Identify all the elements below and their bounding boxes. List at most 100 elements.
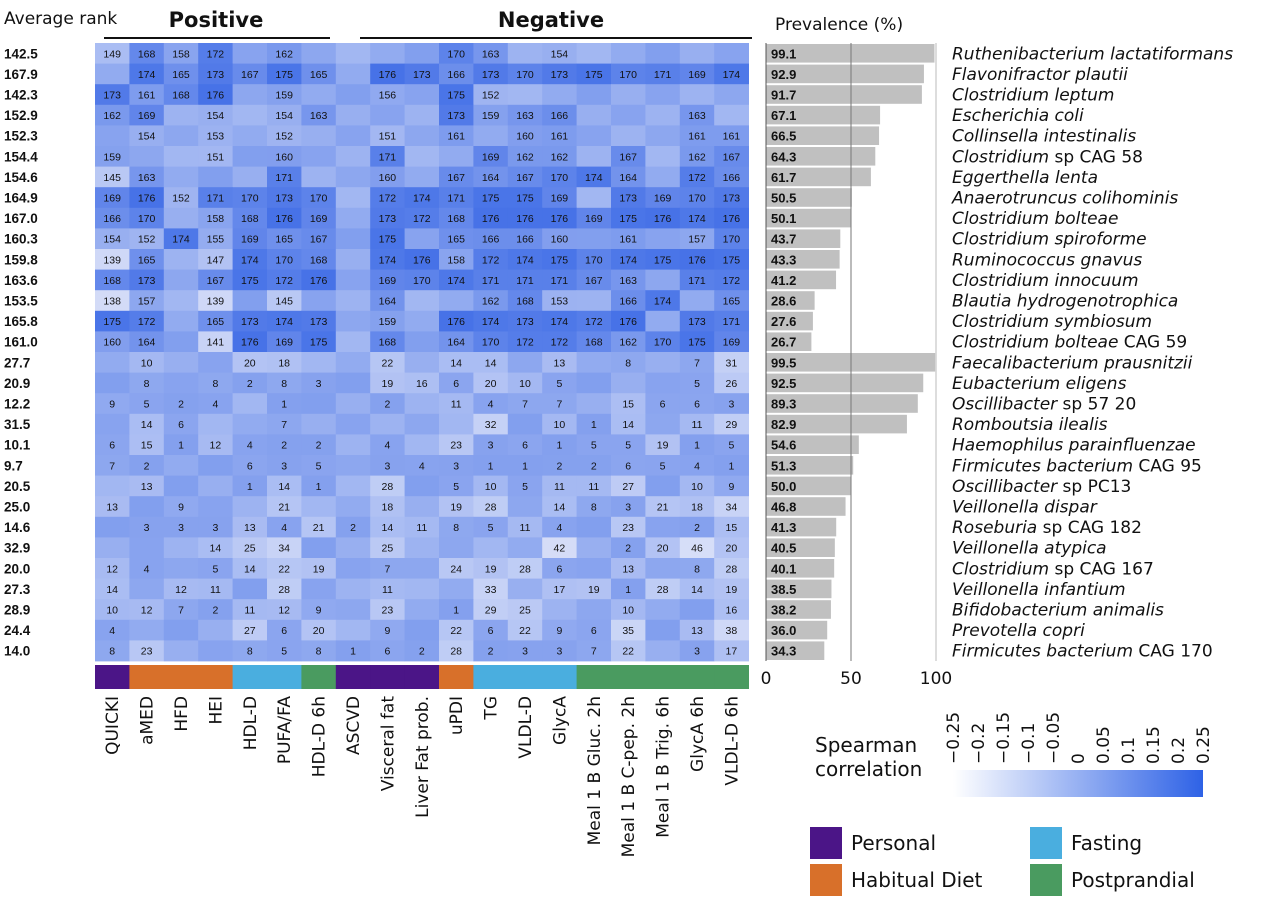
heatmap-cell-value: 168 xyxy=(310,254,328,266)
heatmap-cell-value: 28 xyxy=(726,563,738,575)
heatmap-cell-value: 168 xyxy=(103,275,121,287)
heatmap-cell xyxy=(404,413,440,435)
heatmap-cell xyxy=(679,352,715,373)
heatmap-cell xyxy=(679,640,715,662)
heatmap-cell-value: 152 xyxy=(138,234,156,246)
heatmap-cell-value: 19 xyxy=(485,563,497,575)
heatmap-cell-value: 173 xyxy=(619,193,637,205)
heatmap-cell xyxy=(301,104,337,126)
heatmap-cell-value: 168 xyxy=(241,213,259,225)
colorbar-tick-label: 0.2 xyxy=(1169,737,1189,764)
prevalence-bar xyxy=(766,44,935,63)
colorbar-tick-label: 0.25 xyxy=(1194,726,1214,764)
heatmap-cell xyxy=(267,43,302,64)
heatmap-cell-value: 170 xyxy=(241,193,259,205)
heatmap-cell xyxy=(507,455,543,476)
heatmap-cell xyxy=(714,475,749,497)
heatmap-cell xyxy=(95,331,130,353)
heatmap-cell xyxy=(301,125,337,147)
heatmap-cell xyxy=(198,166,233,188)
heatmap-cell xyxy=(645,496,681,518)
species-label: Prevotella copri xyxy=(952,621,1085,641)
heatmap-cell xyxy=(163,352,199,373)
heatmap-cell xyxy=(267,372,302,394)
average-rank-value: 28.9 xyxy=(4,603,30,618)
heatmap-cell-value: 175 xyxy=(585,69,603,81)
heatmap-cell xyxy=(714,125,749,147)
heatmap-cell xyxy=(645,146,681,167)
heatmap-cell xyxy=(714,496,749,518)
heatmap-cell xyxy=(611,372,646,394)
heatmap-cell xyxy=(370,455,405,476)
heatmap-cell-value: 3 xyxy=(212,522,218,534)
heatmap-cell-value: 14 xyxy=(106,584,118,596)
heatmap-cell xyxy=(301,578,337,600)
heatmap-cell-value: 4 xyxy=(247,440,253,452)
average-rank-value: 9.7 xyxy=(4,458,23,473)
heatmap-cell-value: 1 xyxy=(488,460,494,472)
prevalence-value: 43.3 xyxy=(771,252,796,267)
heatmap-cell xyxy=(473,578,509,600)
heatmap-cell xyxy=(507,269,543,291)
heatmap-cell-value: 9 xyxy=(728,481,734,493)
prevalence-tick-label: 50 xyxy=(840,669,862,689)
heatmap-cell xyxy=(439,104,474,126)
heatmap-cell xyxy=(714,352,749,373)
heatmap-cell-value: 14 xyxy=(485,357,497,369)
heatmap-cell xyxy=(714,310,749,332)
heatmap-cell xyxy=(507,393,543,415)
heatmap-cell xyxy=(301,558,337,579)
heatmap-cell xyxy=(335,558,371,579)
heatmap-cell-value: 12 xyxy=(106,563,118,575)
heatmap-cell xyxy=(95,372,130,394)
heatmap-cell-value: 2 xyxy=(316,440,322,452)
heatmap-cell xyxy=(473,269,509,291)
heatmap-cell xyxy=(611,393,646,415)
heatmap-cell xyxy=(267,146,302,167)
heatmap-cell-value: 173 xyxy=(551,69,569,81)
heatmap-cell xyxy=(611,475,646,497)
average-rank-value: 142.3 xyxy=(4,88,38,103)
heatmap-cell xyxy=(267,537,302,559)
prevalence-value: 38.5 xyxy=(771,582,796,597)
heatmap-cell xyxy=(645,207,681,229)
heatmap-cell xyxy=(163,269,199,291)
heatmap-cell-value: 8 xyxy=(591,502,597,514)
heatmap-cell-value: 6 xyxy=(109,440,115,452)
heatmap-cell xyxy=(335,43,371,64)
heatmap-cell xyxy=(611,640,646,662)
heatmap-cell-value: 164 xyxy=(379,296,397,308)
heatmap-cell-value: 164 xyxy=(138,337,156,349)
heatmap-cell xyxy=(163,290,199,312)
heatmap-cell xyxy=(714,558,749,579)
heatmap-cell xyxy=(198,372,233,394)
heatmap-cell xyxy=(301,269,337,291)
heatmap-cell xyxy=(232,228,268,250)
heatmap-cell-value: 169 xyxy=(241,234,259,246)
group-legend-swatch xyxy=(810,864,842,896)
heatmap-cell xyxy=(163,166,199,188)
heatmap-cell-value: 171 xyxy=(516,275,534,287)
heatmap-cell-value: 174 xyxy=(275,316,293,328)
heatmap-cell-value: 157 xyxy=(688,234,706,246)
heatmap-cell-value: 175 xyxy=(482,193,500,205)
heatmap-cell-value: 16 xyxy=(726,605,738,617)
heatmap-cell-value: 15 xyxy=(141,440,153,452)
heatmap-cell xyxy=(370,372,405,394)
heatmap-cell-value: 10 xyxy=(106,605,118,617)
heatmap-cell-value: 176 xyxy=(275,213,293,225)
group-strip-cell xyxy=(507,665,543,689)
heatmap-cell-value: 165 xyxy=(447,234,465,246)
heatmap-cell xyxy=(542,331,577,353)
heatmap-cell xyxy=(335,372,371,394)
heatmap-cell-value: 15 xyxy=(622,399,634,411)
heatmap-cell xyxy=(267,619,302,641)
heatmap-cell-value: 19 xyxy=(588,584,600,596)
heatmap-cell-value: 159 xyxy=(275,90,293,102)
prevalence-bar xyxy=(766,64,924,84)
prevalence-tick-label: 100 xyxy=(920,669,952,689)
heatmap-cell xyxy=(542,269,577,291)
species-label: Anaerotruncus colihominis xyxy=(951,189,1178,209)
heatmap-cell xyxy=(645,640,681,662)
heatmap-cell-value: 6 xyxy=(281,625,287,637)
